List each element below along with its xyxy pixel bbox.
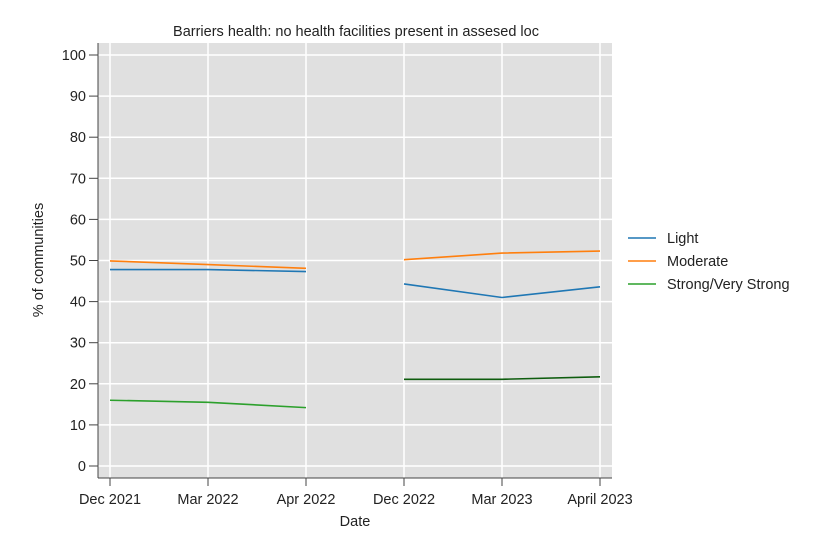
series-line-strong-very-strong-segment-1	[109, 399, 307, 409]
x-tick-label: Dec 2022	[373, 492, 435, 508]
y-tick-label: 80	[70, 130, 86, 146]
legend-label: Light	[667, 231, 698, 247]
series-line-moderate-segment-2	[403, 250, 601, 261]
y-tick-label: 10	[70, 418, 86, 434]
y-tick-label: 20	[70, 377, 86, 393]
x-tick-label: Mar 2023	[471, 492, 532, 508]
x-tick-label: Dec 2021	[79, 492, 141, 508]
y-axis-title: % of communities	[31, 203, 47, 317]
y-tick-label: 100	[62, 48, 86, 64]
x-tick-label: April 2023	[567, 492, 632, 508]
y-tick-label: 50	[70, 254, 86, 270]
y-tick-label: 30	[70, 336, 86, 352]
series-line-moderate-segment-1	[109, 260, 307, 270]
y-tick-label: 40	[70, 295, 86, 311]
x-tick-label: Mar 2022	[177, 492, 238, 508]
series-lines	[109, 250, 601, 409]
x-axis: Dec 2021 Mar 2022 Apr 2022 Dec 2022 Mar 2023…	[79, 477, 633, 508]
y-tick-label: 70	[70, 171, 86, 187]
legend: Light Moderate Strong/Very Strong	[628, 231, 790, 293]
y-axis: 0 10 20 30 40 50 60 70 80 90 100	[62, 43, 99, 478]
legend-label: Moderate	[667, 254, 728, 270]
series-line-light-segment-1	[110, 268, 307, 273]
y-tick-label: 90	[70, 89, 86, 105]
legend-label: Strong/Very Strong	[667, 277, 790, 293]
y-tick-label: 60	[70, 212, 86, 228]
chart-title: Barriers health: no health facilities pr…	[173, 24, 539, 40]
x-tick-label: Apr 2022	[277, 492, 336, 508]
y-tick-label: 0	[78, 459, 86, 475]
series-line-light-segment-2	[403, 283, 601, 299]
x-axis-title: Date	[340, 514, 371, 530]
series-line-strong-very-strong-segment-2	[404, 376, 601, 381]
grid-lines	[98, 43, 612, 478]
